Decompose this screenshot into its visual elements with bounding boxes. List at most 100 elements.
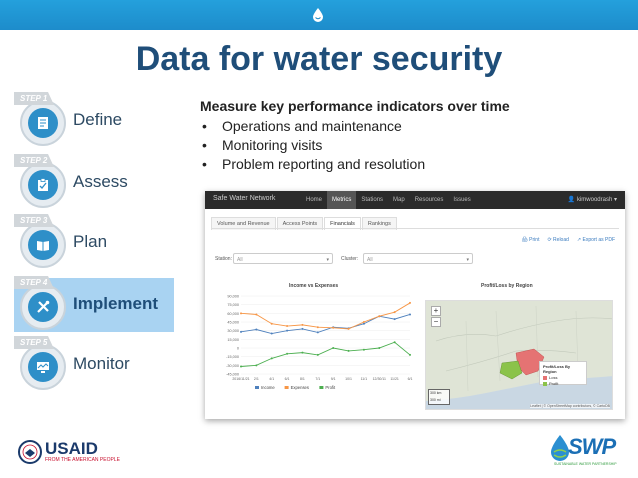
nav-item-stations[interactable]: Stations xyxy=(361,197,384,203)
nav-item-home[interactable]: Home xyxy=(306,197,323,203)
zoom-in-button[interactable]: + xyxy=(431,306,441,316)
tab-rankings[interactable]: Rankings xyxy=(361,217,397,230)
legend-label[interactable]: Expenses xyxy=(291,385,309,390)
dashboard-brand[interactable]: Safe Water Network xyxy=(213,195,276,202)
kpi-item: Monitoring visits xyxy=(200,136,620,155)
data-point-income[interactable] xyxy=(301,327,304,330)
dashboard-actions: 🖨 Print ⟳ Reload ↗ Export as PDF xyxy=(521,237,615,243)
legend-label[interactable]: Profit xyxy=(325,385,336,390)
top-banner xyxy=(0,0,638,30)
data-point-profit[interactable] xyxy=(240,365,242,368)
tab-volume-revenue[interactable]: Volume and Revenue xyxy=(211,217,276,230)
nav-item-resources[interactable]: Resources xyxy=(414,197,444,203)
data-point-expenses[interactable] xyxy=(393,311,396,314)
nav-item-metrics[interactable]: Metrics xyxy=(327,191,357,209)
swp-logo: SWP SUSTAINABLE WATER PARTNERSHIP xyxy=(548,432,622,472)
usaid-logo: USAID FROM THE AMERICAN PEOPLE xyxy=(18,440,120,464)
tab-access-points[interactable]: Access Points xyxy=(276,217,324,230)
data-point-income[interactable] xyxy=(255,328,258,331)
nav-item-map[interactable]: Map xyxy=(393,197,405,203)
data-point-profit[interactable] xyxy=(270,357,273,360)
step-define[interactable]: STEP 1 Define xyxy=(14,92,174,148)
y-tick-label: 30,000 xyxy=(227,329,239,333)
x-tick-label: 2/1 xyxy=(254,377,259,381)
series-line-profit xyxy=(240,341,411,367)
legend-label[interactable]: Income xyxy=(261,385,275,390)
data-point-expenses[interactable] xyxy=(270,322,273,325)
clipboard-icon xyxy=(28,170,58,200)
kpi-list: Operations and maintenance Monitoring vi… xyxy=(200,117,620,174)
profit-loss-map[interactable]: + − Profit/Loss By Region Loss Profit 30… xyxy=(425,300,613,410)
slide-title: Data for water security xyxy=(135,40,503,78)
x-tick-label: 10/1 xyxy=(345,377,352,381)
chevron-down-icon: ▾ xyxy=(326,257,329,263)
x-tick-label: 12/30/11 xyxy=(373,377,386,381)
user-menu[interactable]: 👤 kimwoodrash ▾ xyxy=(567,197,617,203)
data-point-expenses[interactable] xyxy=(316,326,319,329)
step-plan[interactable]: STEP 3 Plan xyxy=(14,214,174,270)
data-point-income[interactable] xyxy=(240,330,242,333)
step-implement[interactable]: STEP 4 Implement xyxy=(14,276,174,332)
cluster-value: All xyxy=(367,257,373,263)
data-point-income[interactable] xyxy=(270,332,273,335)
dashboard-screenshot: Safe Water Network Home Metrics Stations… xyxy=(205,191,625,419)
data-point-income[interactable] xyxy=(316,331,319,334)
data-point-expenses[interactable] xyxy=(286,325,289,328)
step-tag: STEP 2 xyxy=(14,154,54,167)
step-monitor[interactable]: STEP 5 Monitor xyxy=(14,336,174,392)
cluster-label: Cluster: xyxy=(341,256,359,262)
dashboard-nav: Home Metrics Stations Map Resources Issu… xyxy=(301,191,476,209)
tab-financials[interactable]: Financials xyxy=(324,217,361,230)
map-attribution[interactable]: Leaflet | © OpenStreetMap contributors, … xyxy=(530,404,610,408)
legend-loss: Loss xyxy=(543,375,583,380)
data-point-profit[interactable] xyxy=(255,364,258,367)
step-assess[interactable]: STEP 2 Assess xyxy=(14,154,174,210)
zoom-out-button[interactable]: − xyxy=(431,317,441,327)
data-point-profit[interactable] xyxy=(316,353,319,356)
data-point-expenses[interactable] xyxy=(409,301,411,304)
step-tag: STEP 4 xyxy=(14,276,54,289)
x-tick-label: 9/1 xyxy=(331,377,336,381)
data-point-income[interactable] xyxy=(362,322,365,325)
data-point-expenses[interactable] xyxy=(362,321,365,323)
data-point-income[interactable] xyxy=(393,318,396,321)
station-select[interactable]: All ▾ xyxy=(233,253,333,264)
x-tick-label: 7/1 xyxy=(315,377,320,381)
step-icon-circle xyxy=(20,344,66,390)
data-point-expenses[interactable] xyxy=(255,313,258,316)
kpi-heading: Measure key performance indicators over … xyxy=(200,98,510,114)
legend-profit: Profit xyxy=(543,381,583,386)
reload-button[interactable]: ⟳ Reload xyxy=(547,237,569,243)
export-pdf-button[interactable]: ↗ Export as PDF xyxy=(576,237,615,243)
data-point-profit[interactable] xyxy=(409,353,411,356)
step-tag: STEP 5 xyxy=(14,336,54,349)
x-tick-label: 8/1 xyxy=(300,377,305,381)
y-tick-label: 75,000 xyxy=(227,303,239,307)
data-point-profit[interactable] xyxy=(286,352,289,355)
data-point-profit[interactable] xyxy=(378,347,381,349)
series-line-expenses xyxy=(240,302,411,330)
legend-swatch xyxy=(284,386,289,389)
data-point-income[interactable] xyxy=(286,329,289,332)
data-point-expenses[interactable] xyxy=(378,315,381,318)
data-point-profit[interactable] xyxy=(362,348,365,351)
nav-item-issues[interactable]: Issues xyxy=(453,197,471,203)
data-point-profit[interactable] xyxy=(347,349,350,352)
step-label: Monitor xyxy=(73,354,130,373)
data-point-profit[interactable] xyxy=(393,341,396,344)
cluster-select[interactable]: All ▾ xyxy=(363,253,473,264)
chart-title: Income vs Expenses xyxy=(289,283,339,289)
data-point-expenses[interactable] xyxy=(301,323,304,326)
data-point-expenses[interactable] xyxy=(240,312,242,315)
step-tag: STEP 3 xyxy=(14,214,54,227)
data-point-profit[interactable] xyxy=(332,347,335,349)
step-icon-circle xyxy=(20,222,66,268)
station-value: All xyxy=(237,257,243,263)
usaid-seal-icon xyxy=(18,440,42,464)
data-point-expenses[interactable] xyxy=(332,326,335,329)
data-point-profit[interactable] xyxy=(301,351,304,354)
data-point-income[interactable] xyxy=(409,313,411,316)
map-land xyxy=(426,301,612,409)
data-point-expenses[interactable] xyxy=(347,327,350,330)
print-button[interactable]: 🖨 Print xyxy=(521,237,540,243)
